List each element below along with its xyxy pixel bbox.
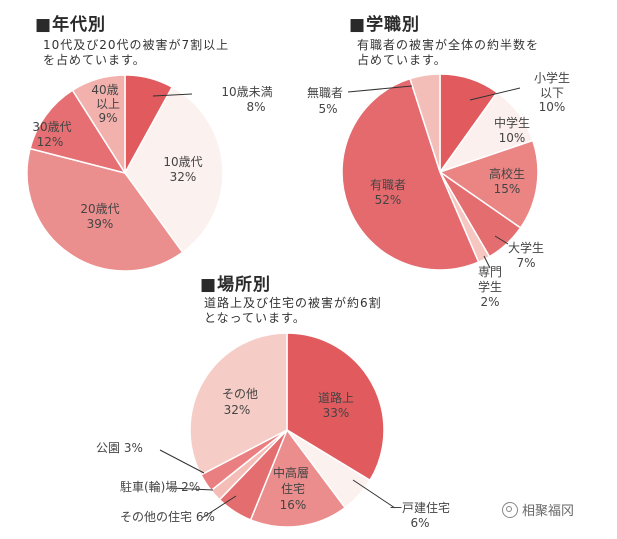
pie-label-1-3: 大学生 bbox=[508, 240, 544, 255]
pie-label-0-1-value: 32% bbox=[170, 170, 197, 184]
pie-slice-1-6 bbox=[409, 73, 441, 173]
pie-label-1-0-a: 小学生 bbox=[534, 70, 570, 85]
pie-label-1-4-b: 学生 bbox=[478, 279, 502, 294]
pie-slice-0-4 bbox=[71, 74, 126, 176]
square-bullet-icon: ■ bbox=[35, 15, 53, 35]
pie-label-2-1: 一戸建住宅 bbox=[390, 500, 450, 515]
pie-label-2-1-value: 6% bbox=[410, 516, 429, 530]
pie-label-2-2-b: 住宅 bbox=[281, 481, 305, 496]
leader-line-2-4 bbox=[169, 487, 214, 491]
watermark-text: 相聚福冈 bbox=[522, 504, 575, 519]
chart-place-title-text: 場所別 bbox=[217, 275, 272, 295]
pie-label-1-6-value: 5% bbox=[318, 102, 337, 116]
pie-slice-1-5 bbox=[341, 77, 480, 271]
leader-line-2-1 bbox=[352, 479, 396, 509]
pie-slice-0-2 bbox=[26, 147, 184, 272]
pie-label-1-3-value: 7% bbox=[516, 256, 535, 270]
chart-occupation-subtitle: 有職者の被害が全体の約半数を占めています。 bbox=[357, 38, 540, 67]
pie-label-0-4-value: 9% bbox=[98, 111, 117, 125]
leader-line-0-0 bbox=[152, 93, 193, 97]
pie-slice-2-0 bbox=[286, 332, 385, 482]
pie-label-1-0-b: 以下 bbox=[540, 86, 564, 100]
pie-label-1-2-value: 15% bbox=[494, 182, 521, 196]
chart-occupation-title: ■学職別 bbox=[349, 10, 420, 35]
pie-label-2-2-value: 16% bbox=[280, 498, 307, 512]
pie-label-2-0-value: 33% bbox=[323, 406, 350, 420]
pie-label-1-2: 高校生 bbox=[489, 166, 525, 181]
square-bullet-icon: ■ bbox=[200, 275, 218, 295]
leader-line-1-3 bbox=[494, 235, 509, 245]
chart-age-title: ■年代別 bbox=[35, 10, 106, 35]
chart-age-title-text: 年代別 bbox=[52, 15, 107, 35]
pie-label-1-5: 有職者 bbox=[370, 178, 406, 192]
watermark: 相聚福冈 bbox=[502, 500, 574, 519]
pie-label-1-1-value: 10% bbox=[499, 131, 526, 145]
pie-label-0-2: 20歳代 bbox=[80, 202, 119, 216]
pie-label-1-5-value: 52% bbox=[375, 193, 402, 207]
pie-slice-2-2 bbox=[249, 428, 347, 528]
pie-label-2-6-value: 32% bbox=[224, 403, 251, 417]
pie-label-0-2-value: 39% bbox=[87, 217, 114, 231]
pie-label-1-6: 無職者 bbox=[307, 85, 343, 100]
pie-slice-0-3 bbox=[29, 89, 127, 175]
pie-label-0-0-value: 8% bbox=[246, 100, 265, 114]
pie-label-2-4: 駐車(輪)場 2% bbox=[120, 479, 200, 494]
chart-place-subtitle: 道路上及び住宅の被害が約6割となっています。 bbox=[204, 296, 382, 325]
pie-label-0-4-a: 40歳 bbox=[91, 83, 118, 97]
pie-label-1-4-a: 専門 bbox=[478, 265, 502, 279]
leader-line-1-0 bbox=[469, 87, 521, 101]
pie-label-1-1: 中学生 bbox=[494, 115, 530, 130]
pie-label-2-2-a: 中高層 bbox=[273, 465, 309, 480]
leader-line-2-3 bbox=[201, 495, 237, 519]
wechat-logo-icon bbox=[502, 501, 518, 518]
pie-label-0-3: 30歳代 bbox=[32, 120, 71, 134]
pie-label-2-5: 公園 3% bbox=[96, 441, 143, 455]
pie-label-0-1: 10歳代 bbox=[163, 155, 202, 169]
pie-label-0-0: 10歳未満 bbox=[221, 85, 272, 99]
pie-label-1-0-value: 10% bbox=[539, 100, 566, 114]
leader-line-2-5 bbox=[159, 449, 205, 474]
pie-label-2-0: 道路上 bbox=[318, 390, 354, 405]
chart-occupation-title-text: 学職別 bbox=[366, 15, 421, 35]
leader-line-1-6 bbox=[347, 85, 413, 93]
pie-label-2-3: その他の住宅 6% bbox=[120, 509, 215, 524]
chart-place-title: ■場所別 bbox=[200, 270, 271, 295]
leader-line-1-4 bbox=[483, 255, 491, 269]
pie-label-0-3-value: 12% bbox=[37, 135, 64, 149]
pie-slice-2-6 bbox=[189, 332, 288, 476]
chart-age-subtitle: 10代及び20代の被害が7割以上を占めています。 bbox=[43, 38, 230, 67]
pie-slice-0-1 bbox=[124, 86, 224, 254]
square-bullet-icon: ■ bbox=[349, 15, 367, 35]
pie-label-0-4-b: 以上 bbox=[96, 97, 120, 111]
pie-label-1-4-value: 2% bbox=[480, 295, 499, 309]
pie-label-2-6: その他 bbox=[222, 387, 258, 401]
pie-slice-1-2 bbox=[438, 139, 539, 229]
